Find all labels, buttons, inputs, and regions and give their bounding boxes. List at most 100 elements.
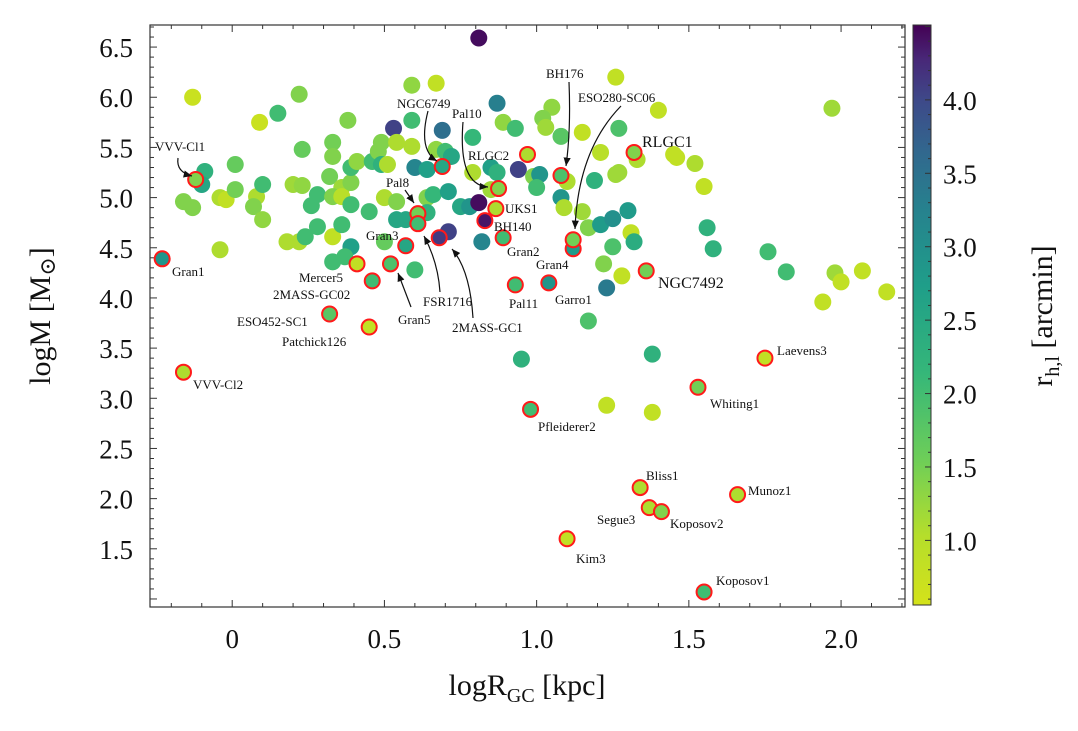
point-label: BH176 — [546, 66, 584, 81]
colorbar-ticks: 1.0 1.5 2.0 2.5 3.0 3.5 4.0 — [925, 25, 977, 600]
labeled-data-point — [476, 212, 494, 230]
labeled-data-point — [490, 180, 508, 198]
point-label: Laevens3 — [777, 343, 827, 358]
labeled-data-point — [652, 503, 670, 521]
data-point — [403, 111, 421, 129]
data-point — [488, 94, 506, 112]
y-tick-label: 2.0 — [99, 485, 133, 515]
data-point — [613, 267, 631, 285]
point-label: Segue3 — [597, 512, 635, 527]
data-point — [388, 133, 406, 151]
data-point — [372, 133, 390, 151]
point-label: 2MASS-GC1 — [452, 320, 523, 335]
x-tick-label: 2.0 — [824, 624, 858, 654]
x-tick-label: 1.5 — [672, 624, 706, 654]
data-point — [853, 262, 871, 280]
data-point — [333, 216, 351, 234]
data-point — [406, 261, 424, 279]
axis-ticks — [150, 25, 905, 607]
labeled-data-point — [631, 479, 649, 497]
labeled-data-point — [409, 215, 427, 233]
labeled-data-point — [506, 276, 524, 294]
y-tick-label: 4.0 — [99, 284, 133, 314]
point-label: Pal11 — [509, 296, 538, 311]
point-label: VVV-Cl1 — [155, 139, 205, 154]
data-point — [528, 179, 546, 197]
data-point — [598, 396, 616, 414]
labeled-data-point — [756, 349, 774, 367]
data-point — [470, 29, 488, 47]
data-point — [324, 253, 342, 271]
labeled-data-point — [360, 318, 378, 336]
colorbar-tick-label: 3.0 — [943, 233, 977, 263]
data-point — [643, 403, 661, 421]
point-label: Gran3 — [366, 228, 399, 243]
data-point — [552, 127, 570, 145]
colorbar-tick-label: 2.0 — [943, 380, 977, 410]
data-points — [153, 29, 896, 601]
data-point — [573, 123, 591, 141]
y-tick-label: 1.5 — [99, 535, 133, 565]
data-point — [254, 211, 272, 229]
point-label: BH140 — [494, 219, 532, 234]
data-point — [832, 273, 850, 291]
labeled-data-point — [433, 157, 451, 175]
data-point — [375, 233, 393, 251]
colorbar-tick-label: 1.0 — [943, 526, 977, 556]
point-annotations: VVV-Cl1 Gran1 VVV-Cl2 Mercer5 2MASS-GC02 Gran… — [155, 66, 827, 588]
point-label: Mercer5 — [299, 270, 343, 285]
labeled-data-point — [430, 229, 448, 247]
data-point — [324, 133, 342, 151]
colorbar-tick-label: 3.5 — [943, 159, 977, 189]
data-point — [254, 176, 272, 194]
data-point — [184, 199, 202, 217]
data-point — [424, 186, 442, 204]
data-point — [226, 155, 244, 173]
data-point — [385, 119, 403, 137]
data-point — [296, 228, 314, 246]
labeled-data-point — [348, 255, 366, 273]
plot-frame — [149, 24, 906, 608]
data-point — [427, 74, 445, 92]
data-point — [245, 198, 263, 216]
labeled-data-point — [689, 378, 707, 396]
data-point — [704, 240, 722, 258]
data-point — [509, 160, 527, 178]
data-point — [439, 183, 457, 201]
labeled-data-point — [558, 530, 576, 548]
data-point — [293, 140, 311, 158]
data-point — [433, 121, 451, 139]
data-point — [293, 177, 311, 195]
labeled-data-point — [363, 272, 381, 290]
point-label: RLGC2 — [468, 148, 509, 163]
data-point — [342, 196, 360, 214]
labeled-data-point — [153, 250, 171, 268]
data-point — [308, 186, 326, 204]
y-tick-label: 5.5 — [99, 133, 133, 163]
annotation-arrow — [404, 189, 415, 204]
data-point — [269, 104, 287, 122]
point-label: Patchick126 — [282, 334, 347, 349]
point-label: Kim3 — [576, 551, 606, 566]
data-point — [324, 147, 342, 165]
labeled-data-point — [187, 171, 205, 189]
y-tick-label: 5.0 — [99, 184, 133, 214]
data-point — [823, 99, 841, 117]
y-tick-label: 4.5 — [99, 234, 133, 264]
point-label: Koposov1 — [716, 573, 769, 588]
data-point — [698, 219, 716, 237]
y-tick-label: 2.5 — [99, 434, 133, 464]
annotation-arrow — [571, 105, 622, 230]
data-point — [573, 203, 591, 221]
data-point — [610, 164, 628, 182]
point-label: Munoz1 — [748, 483, 791, 498]
point-label: Gran5 — [398, 312, 431, 327]
x-tick-label: 0 — [225, 624, 239, 654]
data-point — [226, 181, 244, 199]
data-point — [595, 255, 613, 273]
y-tick-label: 6.5 — [99, 33, 133, 63]
y-tick-label: 3.0 — [99, 384, 133, 414]
point-label: 2MASS-GC02 — [273, 287, 350, 302]
labeled-data-point — [522, 400, 540, 418]
